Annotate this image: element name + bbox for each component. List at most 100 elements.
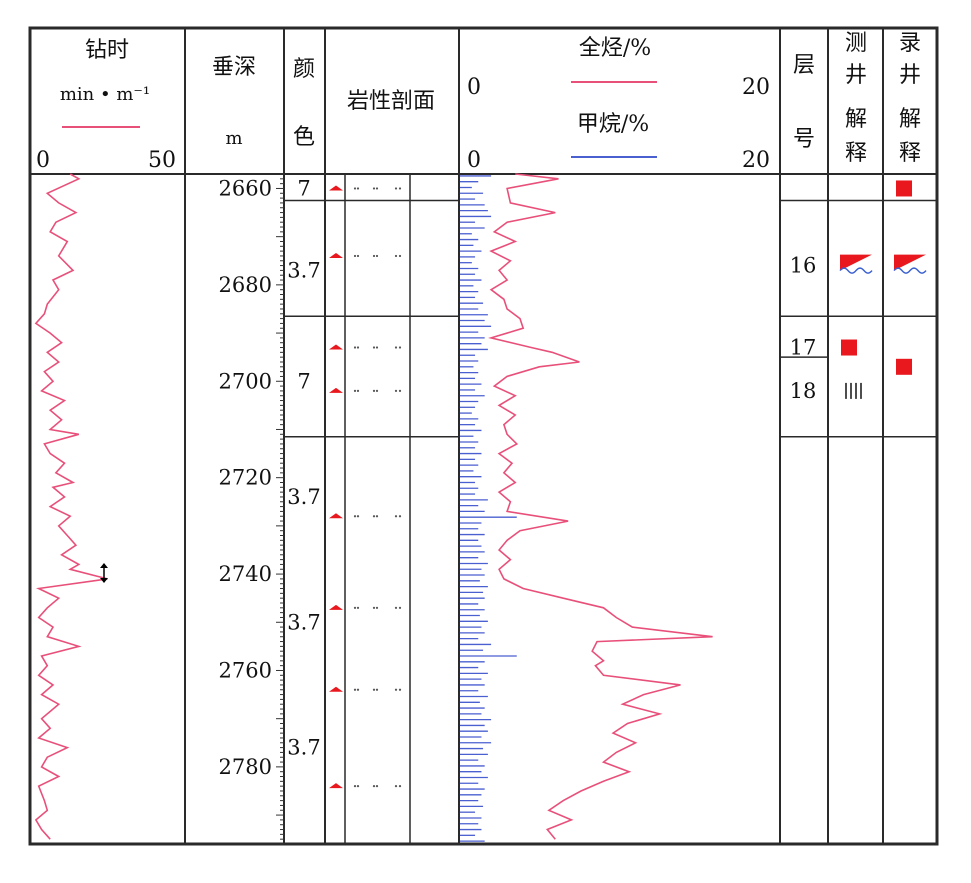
- color-title-2: 色: [293, 125, 315, 150]
- depth-title: 垂深: [212, 55, 256, 80]
- mud-interp-title-2: 井: [899, 63, 921, 88]
- lithology-dot: [398, 515, 402, 518]
- log-interp-title-4: 释: [845, 141, 867, 166]
- lithology-dot: [356, 346, 360, 349]
- total-gas-title: 全烃/%: [579, 36, 651, 61]
- drill-time-axis-min: 0: [36, 148, 50, 173]
- lithology-dot: [372, 254, 376, 258]
- lithology-dot: [372, 515, 376, 518]
- lithology-dot: [353, 389, 357, 393]
- lithology-oil-marker: [329, 387, 343, 393]
- lithology-dot: [375, 688, 379, 691]
- log-interp-title-1: 测: [845, 31, 867, 56]
- drill-time-curve: [34, 173, 108, 840]
- mud-oil-layer-icon: [896, 180, 912, 197]
- lithology-oil-marker: [329, 185, 343, 191]
- log-oil-layer-icon: [841, 339, 857, 356]
- lithology-dot: [394, 346, 398, 349]
- depth-tick-label: 2660: [219, 176, 272, 200]
- lithology-dot: [353, 254, 357, 258]
- log-interp-title-3: 解: [845, 107, 867, 132]
- layer-title-1: 层: [793, 53, 815, 78]
- lithology-dot: [353, 688, 357, 691]
- methane-axis-min: 0: [467, 148, 481, 173]
- lithology-dot: [375, 187, 379, 190]
- lithology-dot: [353, 606, 357, 609]
- log-interp-title-2: 井: [845, 63, 867, 88]
- mud-interp-title-4: 释: [899, 141, 921, 166]
- depth-tick-label: 2760: [219, 658, 272, 682]
- log-oil-water-icon: [839, 254, 873, 274]
- depth-tick-label: 2780: [219, 755, 272, 779]
- mud-oil-layer-icon: [896, 358, 912, 375]
- lithology-dot: [356, 187, 360, 190]
- drill-time-title: 钻时: [85, 38, 129, 63]
- depth-unit: m: [225, 128, 242, 149]
- lithology-dot: [372, 606, 376, 609]
- lithology-dot: [394, 254, 398, 258]
- log-dry-layer-icon: [845, 382, 862, 399]
- lithology-dot: [375, 389, 379, 393]
- mud-interp-title-3: 解: [899, 107, 921, 132]
- color-track: 7 3.7 7 3.7 3.7 3.7: [287, 176, 320, 759]
- mud-interp-title-1: 录: [899, 31, 921, 56]
- water-wave: [839, 267, 873, 274]
- oil-triangle: [894, 254, 926, 271]
- lithology-dot: [353, 785, 357, 788]
- interpretation-track: [839, 180, 927, 399]
- lithology-dot: [394, 187, 398, 190]
- color-code: 3.7: [287, 485, 320, 509]
- drill-time-unit: min • m⁻¹: [60, 84, 150, 105]
- lithology-dot: [398, 688, 402, 691]
- layer-title-2: 号: [793, 127, 815, 152]
- lithology-dot: [353, 187, 357, 190]
- color-code: 3.7: [287, 258, 320, 282]
- lithology-dot: [375, 254, 379, 258]
- lithology-dot: [394, 688, 398, 691]
- color-code: 7: [297, 176, 310, 200]
- lithology-dot: [372, 785, 376, 788]
- litho-subcolumns: [344, 174, 411, 844]
- layer-track: 16 17 18: [790, 254, 817, 403]
- total-gas-axis-min: 0: [467, 75, 481, 100]
- lithology-dot: [398, 254, 402, 258]
- drill-time-axis-max: 50: [148, 148, 176, 173]
- lithology-dot: [356, 515, 360, 518]
- lithology-dot: [394, 515, 398, 518]
- depth-tick-label: 2720: [219, 466, 272, 490]
- lithology-dot: [398, 606, 402, 609]
- lithology-dot: [398, 346, 402, 349]
- total-gas-axis-max: 20: [742, 75, 770, 100]
- lithology-dot: [356, 606, 360, 609]
- color-code: 3.7: [287, 736, 320, 760]
- depth-tick-label: 2700: [219, 369, 272, 393]
- lithology-dot: [356, 688, 360, 691]
- lithology-dot: [375, 785, 379, 788]
- color-title-1: 颜: [293, 57, 315, 82]
- lithology-dot: [394, 606, 398, 609]
- lithology-oil-marker: [329, 344, 343, 350]
- resize-cursor-icon: [100, 563, 108, 583]
- lithology-dot: [372, 389, 376, 393]
- lithology-track: [329, 185, 402, 789]
- depth-track: 2660 2680 2700 2720 2740 2760 2780: [219, 173, 284, 845]
- color-code: 7: [297, 369, 310, 393]
- total-hydrocarbon-curve: [488, 173, 713, 840]
- lithology-dot: [372, 346, 376, 349]
- lithology-title: 岩性剖面: [347, 89, 435, 114]
- lithology-oil-marker: [329, 513, 343, 519]
- methane-axis-max: 20: [742, 148, 770, 173]
- lithology-dot: [356, 389, 360, 393]
- color-code: 3.7: [287, 610, 320, 634]
- lithology-dot: [375, 515, 379, 518]
- mud-oil-water-icon: [893, 254, 927, 274]
- lithology-dot: [398, 187, 402, 190]
- lithology-dot: [394, 785, 398, 788]
- zone-boundaries: [284, 199, 937, 438]
- depth-tick-label: 2680: [219, 273, 272, 297]
- lithology-dot: [356, 785, 360, 788]
- lithology-dot: [375, 606, 379, 609]
- layer-number: 18: [790, 379, 817, 403]
- lithology-oil-marker: [329, 604, 343, 610]
